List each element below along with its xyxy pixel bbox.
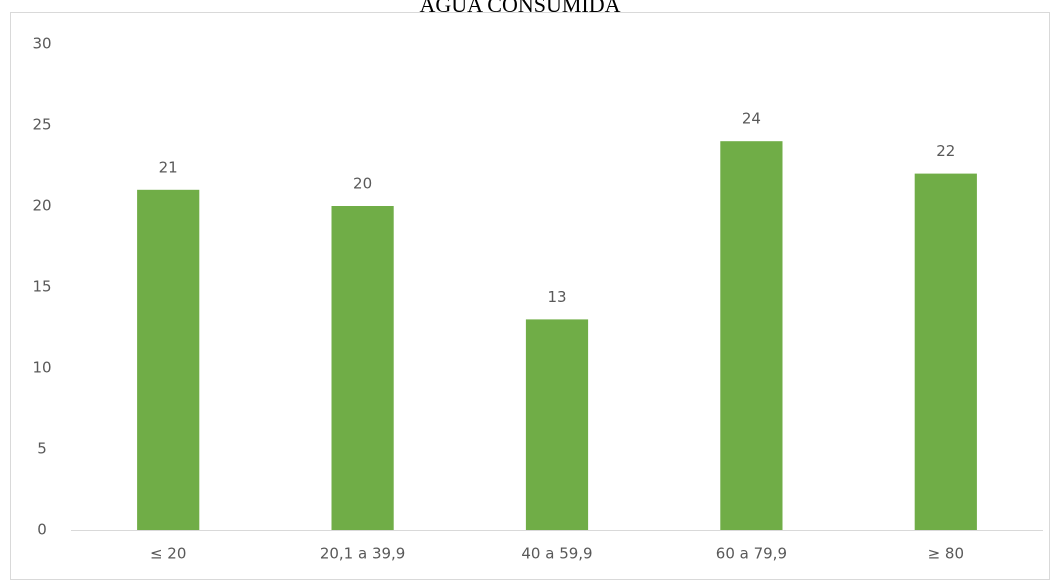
y-tick-label: 25 [32, 116, 51, 134]
y-tick-label: 10 [32, 359, 51, 377]
data-label: 21 [159, 158, 178, 176]
x-tick-label: 20,1 a 39,9 [320, 545, 406, 563]
y-tick-label: 20 [32, 197, 51, 215]
bar [525, 319, 589, 530]
bar [914, 173, 977, 530]
bar [137, 189, 200, 531]
x-tick-label: ≥ 80 [928, 545, 964, 563]
x-tick-label: 40 a 59,9 [521, 545, 592, 563]
data-label: 24 [742, 110, 761, 128]
y-tick-label: 0 [37, 521, 47, 539]
y-tick-label: 30 [32, 35, 51, 53]
x-tick-label: ≤ 20 [150, 545, 186, 563]
data-label: 20 [353, 175, 372, 193]
x-tick-label: 60 a 79,9 [716, 545, 787, 563]
data-label: 13 [547, 288, 566, 306]
y-tick-label: 15 [32, 278, 51, 296]
bar [720, 141, 783, 530]
data-label: 22 [936, 142, 955, 160]
bar [331, 206, 394, 530]
chart-title: ÁGUA CONSUMIDA [419, 0, 620, 17]
y-tick-label: 5 [37, 440, 47, 458]
